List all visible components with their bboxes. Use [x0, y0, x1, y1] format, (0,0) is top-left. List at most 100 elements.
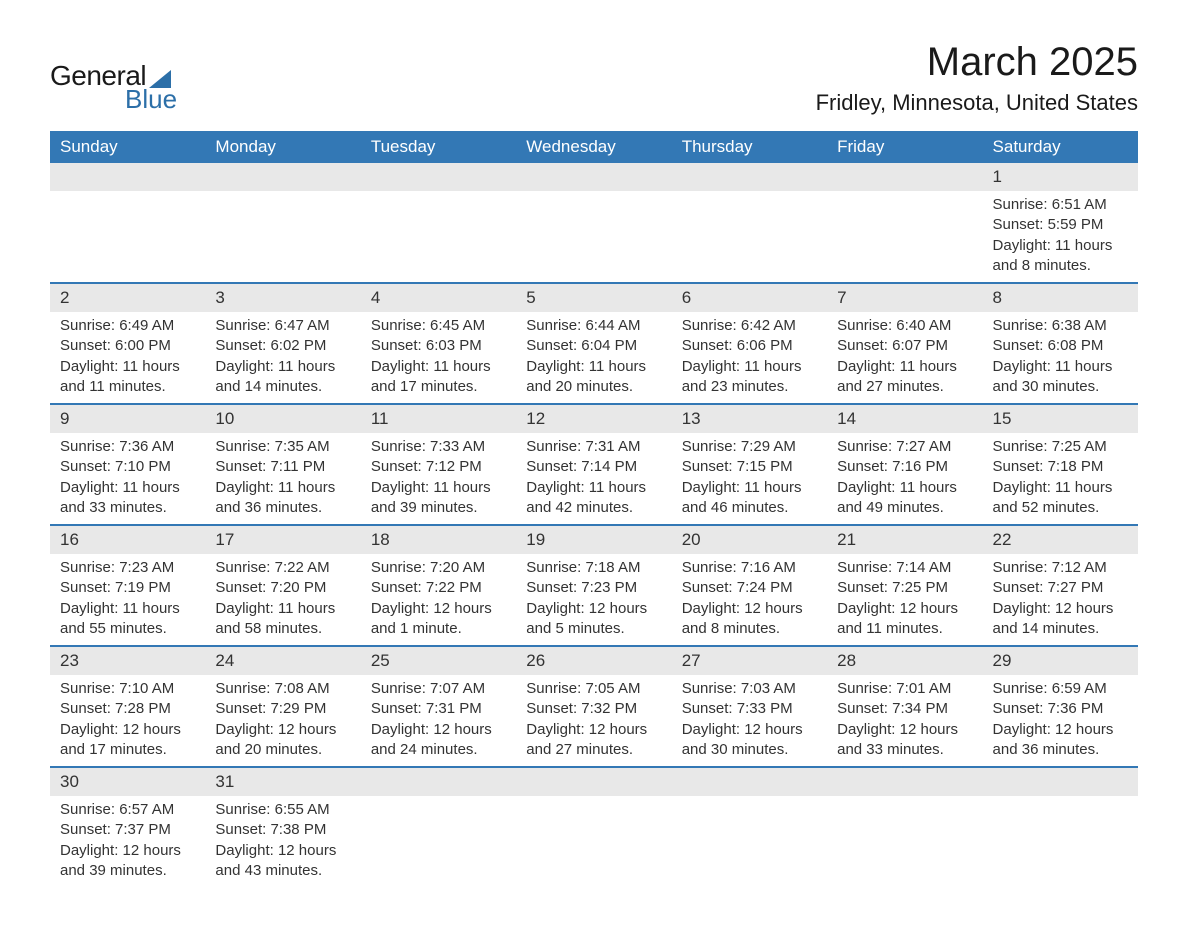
- sunset-text: Sunset: 7:37 PM: [60, 820, 195, 840]
- daylight-text-line2: and 46 minutes.: [682, 498, 817, 518]
- day-number: 9: [50, 405, 205, 433]
- empty-day-number: [672, 163, 827, 191]
- daylight-text-line2: and 36 minutes.: [993, 740, 1128, 760]
- calendar-day-cell: [205, 163, 360, 283]
- sunrise-text: Sunrise: 6:47 AM: [215, 316, 350, 336]
- day-content: Sunrise: 7:03 AMSunset: 7:33 PMDaylight:…: [672, 675, 827, 766]
- calendar-day-cell: [361, 163, 516, 283]
- sunrise-text: Sunrise: 7:10 AM: [60, 679, 195, 699]
- sunrise-text: Sunrise: 6:45 AM: [371, 316, 506, 336]
- location-text: Fridley, Minnesota, United States: [816, 90, 1138, 116]
- daylight-text-line1: Daylight: 12 hours: [837, 720, 972, 740]
- sunrise-text: Sunrise: 6:57 AM: [60, 800, 195, 820]
- day-number: 30: [50, 768, 205, 796]
- day-number: 12: [516, 405, 671, 433]
- day-content: Sunrise: 6:45 AMSunset: 6:03 PMDaylight:…: [361, 312, 516, 403]
- sunset-text: Sunset: 7:15 PM: [682, 457, 817, 477]
- day-number: 22: [983, 526, 1138, 554]
- daylight-text-line2: and 27 minutes.: [837, 377, 972, 397]
- day-number: 13: [672, 405, 827, 433]
- calendar-day-cell: [827, 767, 982, 887]
- day-header-friday: Friday: [827, 131, 982, 163]
- daylight-text-line2: and 43 minutes.: [215, 861, 350, 881]
- calendar-day-cell: 11Sunrise: 7:33 AMSunset: 7:12 PMDayligh…: [361, 404, 516, 525]
- day-header-row: Sunday Monday Tuesday Wednesday Thursday…: [50, 131, 1138, 163]
- daylight-text-line1: Daylight: 12 hours: [371, 720, 506, 740]
- sunrise-text: Sunrise: 7:35 AM: [215, 437, 350, 457]
- sunset-text: Sunset: 7:20 PM: [215, 578, 350, 598]
- daylight-text-line1: Daylight: 11 hours: [682, 478, 817, 498]
- sunset-text: Sunset: 7:28 PM: [60, 699, 195, 719]
- day-number: 6: [672, 284, 827, 312]
- sunset-text: Sunset: 6:06 PM: [682, 336, 817, 356]
- calendar-day-cell: 22Sunrise: 7:12 AMSunset: 7:27 PMDayligh…: [983, 525, 1138, 646]
- daylight-text-line1: Daylight: 11 hours: [371, 357, 506, 377]
- day-number: 24: [205, 647, 360, 675]
- calendar-day-cell: 7Sunrise: 6:40 AMSunset: 6:07 PMDaylight…: [827, 283, 982, 404]
- day-content: Sunrise: 7:36 AMSunset: 7:10 PMDaylight:…: [50, 433, 205, 524]
- daylight-text-line2: and 52 minutes.: [993, 498, 1128, 518]
- daylight-text-line1: Daylight: 12 hours: [60, 841, 195, 861]
- sunrise-text: Sunrise: 7:07 AM: [371, 679, 506, 699]
- empty-day-content: [50, 191, 205, 271]
- sunset-text: Sunset: 6:04 PM: [526, 336, 661, 356]
- daylight-text-line2: and 23 minutes.: [682, 377, 817, 397]
- calendar-body: 1Sunrise: 6:51 AMSunset: 5:59 PMDaylight…: [50, 163, 1138, 887]
- calendar-day-cell: [516, 767, 671, 887]
- day-number: 5: [516, 284, 671, 312]
- calendar-day-cell: 23Sunrise: 7:10 AMSunset: 7:28 PMDayligh…: [50, 646, 205, 767]
- sunrise-text: Sunrise: 7:23 AM: [60, 558, 195, 578]
- calendar-day-cell: 26Sunrise: 7:05 AMSunset: 7:32 PMDayligh…: [516, 646, 671, 767]
- sunset-text: Sunset: 6:07 PM: [837, 336, 972, 356]
- calendar-week-row: 16Sunrise: 7:23 AMSunset: 7:19 PMDayligh…: [50, 525, 1138, 646]
- day-content: Sunrise: 7:16 AMSunset: 7:24 PMDaylight:…: [672, 554, 827, 645]
- day-content: Sunrise: 6:44 AMSunset: 6:04 PMDaylight:…: [516, 312, 671, 403]
- sunrise-text: Sunrise: 7:05 AM: [526, 679, 661, 699]
- day-number: 29: [983, 647, 1138, 675]
- calendar-day-cell: 30 Sunrise: 6:57 AMSunset: 7:37 PMDayligh…: [50, 767, 205, 887]
- daylight-text-line2: and 27 minutes.: [526, 740, 661, 760]
- daylight-text-line1: Daylight: 12 hours: [371, 599, 506, 619]
- calendar-day-cell: 2Sunrise: 6:49 AMSunset: 6:00 PMDaylight…: [50, 283, 205, 404]
- sunrise-text: Sunrise: 7:25 AM: [993, 437, 1128, 457]
- day-number: 26: [516, 647, 671, 675]
- daylight-text-line2: and 49 minutes.: [837, 498, 972, 518]
- day-content: Sunrise: 7:14 AMSunset: 7:25 PMDaylight:…: [827, 554, 982, 645]
- day-content: Sunrise: 7:10 AMSunset: 7:28 PMDaylight:…: [50, 675, 205, 766]
- calendar-day-cell: 31Sunrise: 6:55 AMSunset: 7:38 PMDayligh…: [205, 767, 360, 887]
- day-number: 27: [672, 647, 827, 675]
- sunset-text: Sunset: 7:38 PM: [215, 820, 350, 840]
- daylight-text-line1: Daylight: 12 hours: [837, 599, 972, 619]
- day-content: Sunrise: 7:12 AMSunset: 7:27 PMDaylight:…: [983, 554, 1138, 645]
- empty-day-number: [672, 768, 827, 796]
- sunset-text: Sunset: 7:22 PM: [371, 578, 506, 598]
- sunrise-text: Sunrise: 6:55 AM: [215, 800, 350, 820]
- sunset-text: Sunset: 7:24 PM: [682, 578, 817, 598]
- day-number: 19: [516, 526, 671, 554]
- empty-day-number: [827, 163, 982, 191]
- calendar-day-cell: 14Sunrise: 7:27 AMSunset: 7:16 PMDayligh…: [827, 404, 982, 525]
- daylight-text-line2: and 20 minutes.: [526, 377, 661, 397]
- sunset-text: Sunset: 7:27 PM: [993, 578, 1128, 598]
- calendar-day-cell: 13Sunrise: 7:29 AMSunset: 7:15 PMDayligh…: [672, 404, 827, 525]
- daylight-text-line2: and 1 minute.: [371, 619, 506, 639]
- daylight-text-line1: Daylight: 12 hours: [682, 720, 817, 740]
- calendar-day-cell: 8Sunrise: 6:38 AMSunset: 6:08 PMDaylight…: [983, 283, 1138, 404]
- daylight-text-line1: Daylight: 12 hours: [993, 599, 1128, 619]
- month-title: March 2025: [816, 40, 1138, 85]
- day-content: Sunrise: 6:55 AMSunset: 7:38 PMDaylight:…: [205, 796, 360, 887]
- daylight-text-line2: and 30 minutes.: [993, 377, 1128, 397]
- day-content: Sunrise: 7:33 AMSunset: 7:12 PMDaylight:…: [361, 433, 516, 524]
- daylight-text-line1: Daylight: 12 hours: [526, 720, 661, 740]
- sunrise-text: Sunrise: 7:33 AM: [371, 437, 506, 457]
- sunrise-text: Sunrise: 7:27 AM: [837, 437, 972, 457]
- day-content: Sunrise: 6:51 AMSunset: 5:59 PMDaylight:…: [983, 191, 1138, 282]
- calendar-day-cell: 27Sunrise: 7:03 AMSunset: 7:33 PMDayligh…: [672, 646, 827, 767]
- empty-day-content: [205, 191, 360, 271]
- day-header-tuesday: Tuesday: [361, 131, 516, 163]
- daylight-text-line2: and 39 minutes.: [371, 498, 506, 518]
- daylight-text-line2: and 55 minutes.: [60, 619, 195, 639]
- day-header-sunday: Sunday: [50, 131, 205, 163]
- calendar-day-cell: 21Sunrise: 7:14 AMSunset: 7:25 PMDayligh…: [827, 525, 982, 646]
- empty-day-number: [516, 768, 671, 796]
